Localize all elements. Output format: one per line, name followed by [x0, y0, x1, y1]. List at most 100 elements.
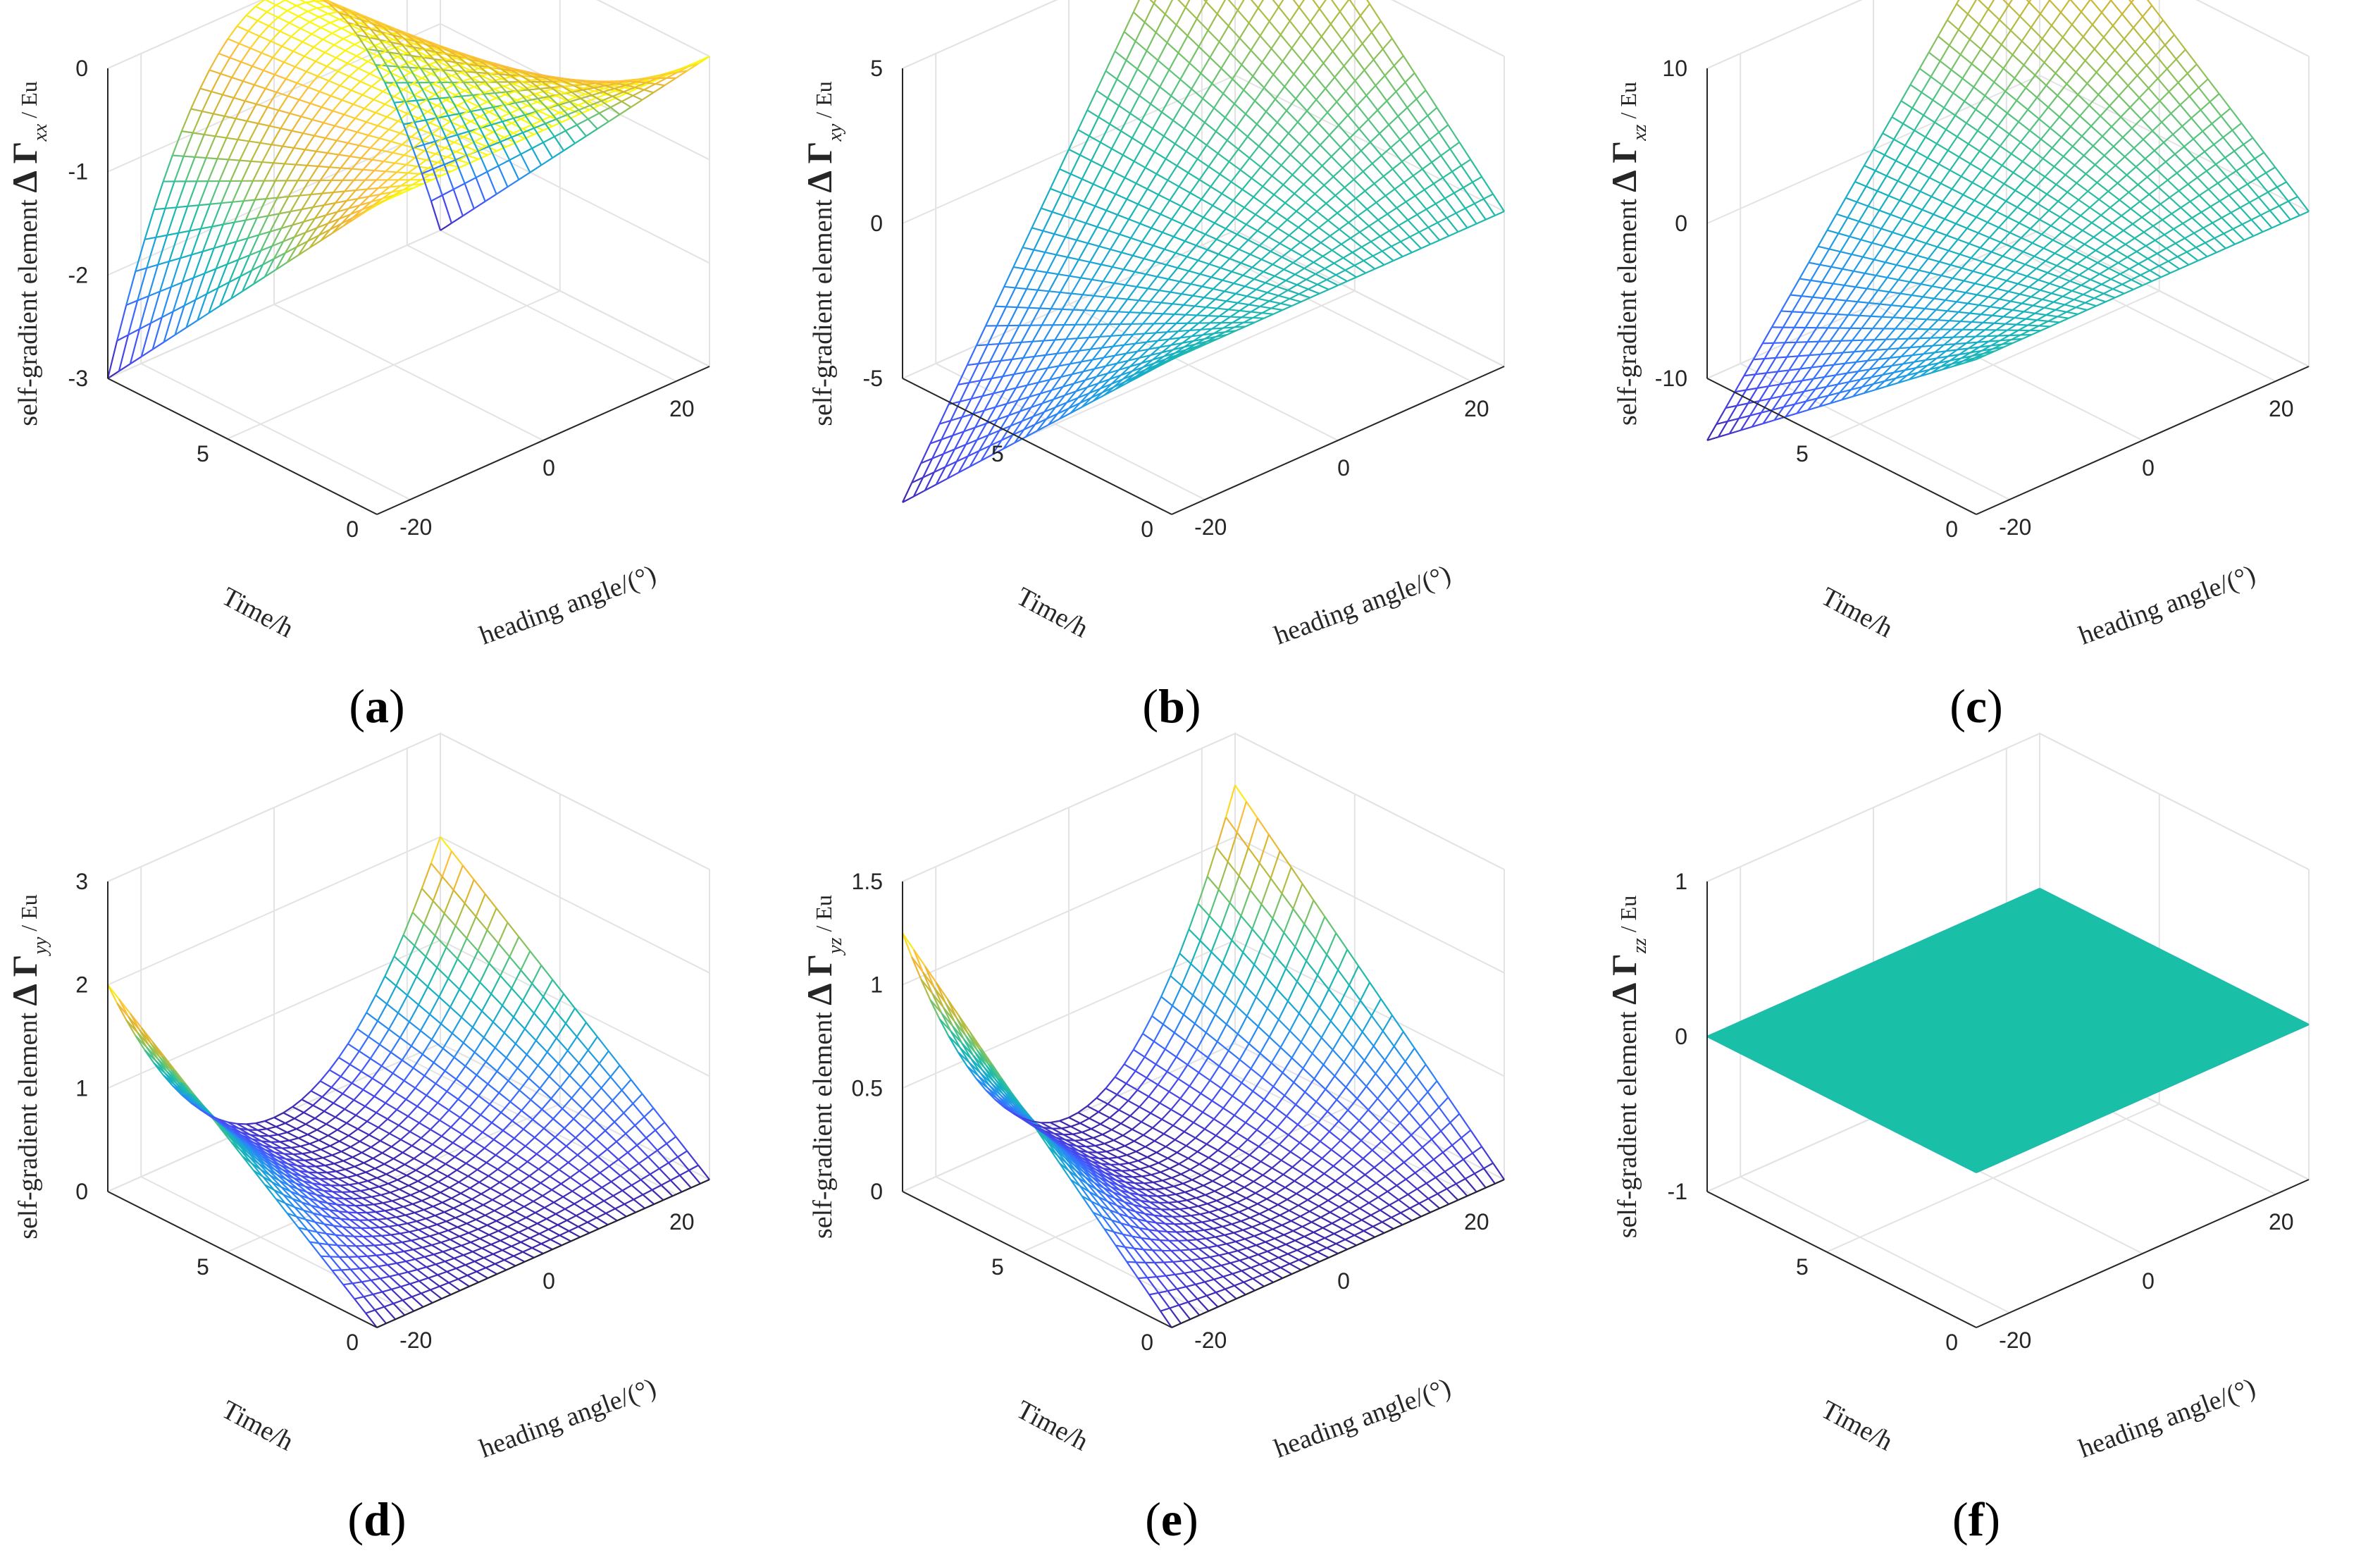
z-tick-label: -3 [68, 366, 88, 391]
mesh-line [1418, 231, 1431, 245]
mesh-line [1218, 41, 1232, 54]
mesh-line [2114, 164, 2128, 176]
mesh-line [2184, 237, 2197, 248]
mesh-line [1950, 169, 1962, 178]
mesh-line [1110, 248, 1122, 254]
mesh-line [1318, 0, 1327, 10]
mesh-line [601, 95, 613, 102]
mesh-line [442, 75, 452, 80]
mesh-line [1334, 194, 1347, 206]
mesh-line [690, 59, 701, 66]
mesh-line [2186, 73, 2200, 89]
mesh-line [1876, 274, 1888, 279]
mesh-line [364, 170, 376, 181]
mesh-line [1932, 285, 1944, 290]
mesh-line [1412, 175, 1425, 190]
mesh-line [2043, 247, 2055, 254]
mesh-line [1887, 276, 1899, 281]
mesh-line [520, 147, 533, 155]
mesh-line [557, 99, 568, 105]
mesh-line [235, 118, 247, 122]
mesh-line [1900, 100, 1913, 109]
mesh-line [632, 94, 643, 101]
mesh-line [2047, 106, 2060, 118]
mesh-line [220, 73, 233, 78]
mesh-line [1134, 258, 1145, 273]
mesh-line [1243, 89, 1256, 101]
mesh-line [1215, 298, 1227, 302]
mesh-line [2133, 27, 2145, 42]
mesh-line [1260, 250, 1272, 260]
mesh-line [968, 363, 979, 383]
mesh-line [1188, 259, 1199, 272]
mesh-line [1237, 233, 1249, 241]
mesh-line [1812, 296, 1824, 299]
mesh-line [518, 171, 531, 180]
mesh-line [404, 101, 417, 108]
mesh-line [365, 205, 376, 213]
mesh-line [1246, 123, 1258, 137]
mesh-line [2145, 54, 2157, 66]
mesh-line [2165, 153, 2176, 163]
mesh-line [2190, 109, 2202, 119]
mesh-line [1153, 245, 1165, 250]
mesh-line [550, 87, 562, 95]
mesh-line [260, 142, 272, 146]
mesh-line [503, 104, 514, 119]
mesh-line [2137, 176, 2148, 185]
mesh-line [563, 142, 576, 151]
mesh-line [2241, 223, 2255, 237]
mesh-line [1901, 218, 1914, 224]
mesh-line [2211, 115, 2222, 125]
mesh-line [1950, 321, 1961, 330]
mesh-line [1155, 32, 1168, 44]
mesh-line [1112, 154, 1124, 173]
mesh-line [638, 78, 648, 80]
mesh-line [1098, 116, 1110, 125]
mesh-line [1306, 99, 1317, 112]
mesh-line [247, 120, 259, 125]
mesh-line [534, 73, 545, 79]
mesh-line [2036, 314, 2047, 321]
mesh-line [1898, 278, 1910, 283]
mesh-line [1136, 285, 1148, 290]
mesh-line [1995, 268, 2006, 278]
mesh-line [389, 185, 401, 188]
mesh-line [1388, 124, 1401, 140]
mesh-line [466, 150, 477, 156]
mesh-line [2059, 116, 2071, 128]
mesh-line [1160, 213, 1172, 221]
mesh-line [1256, 288, 1268, 294]
y-axis-title: Time/h [217, 581, 298, 643]
mesh-line [249, 249, 261, 256]
mesh-line [1253, 196, 1265, 206]
mesh-line [1957, 302, 1969, 313]
mesh-line [450, 49, 461, 55]
mesh-line [2128, 263, 2139, 270]
mesh-line [1273, 194, 1286, 204]
mesh-line [296, 240, 309, 248]
mesh-line [279, 211, 291, 215]
mesh-line [2195, 158, 2207, 172]
mesh-line [1294, 267, 1305, 276]
mesh-line [1157, 59, 1170, 71]
mesh-line [2083, 236, 2095, 245]
mesh-line [1409, 236, 1422, 249]
mesh-line [1103, 171, 1115, 190]
mesh-line [1077, 109, 1089, 130]
mesh-line [1155, 13, 1166, 33]
mesh-line [180, 109, 192, 132]
mesh-line [2111, 116, 2121, 128]
mesh-line [2258, 191, 2269, 198]
mesh-line [1896, 264, 1908, 268]
mesh-line [2169, 190, 2180, 199]
mesh-line [1119, 233, 1132, 239]
mesh-line [330, 94, 342, 101]
mesh-line [2044, 307, 2056, 311]
mesh-line [234, 219, 246, 223]
mesh-line [173, 304, 185, 313]
mesh-line [1240, 254, 1251, 264]
mesh-line [304, 55, 316, 63]
mesh-line [222, 94, 235, 99]
mesh-line [2047, 320, 2060, 323]
